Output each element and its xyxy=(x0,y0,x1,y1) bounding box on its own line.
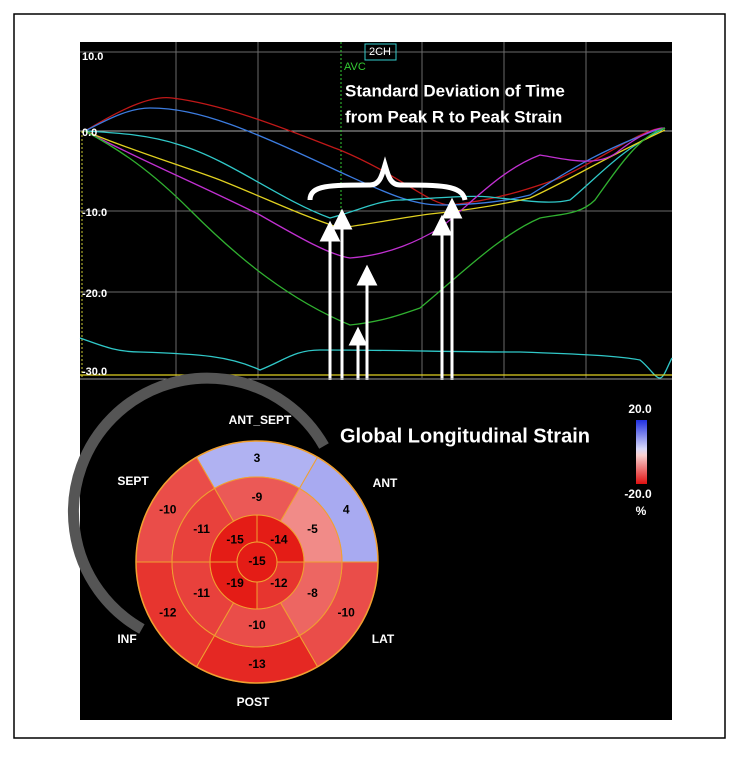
annotation: from Peak R to Peak Strain xyxy=(345,107,562,126)
outline xyxy=(135,440,379,684)
segment-value: -8 xyxy=(307,586,318,600)
brace xyxy=(307,156,468,201)
segment-value: -12 xyxy=(159,606,177,620)
y-label: 10.0 xyxy=(82,51,103,63)
arrows xyxy=(319,197,463,380)
segment-value: -12 xyxy=(270,576,288,590)
apex-value: -15 xyxy=(248,554,266,568)
y-label: 0.0 xyxy=(82,127,97,139)
wall-arc xyxy=(67,372,329,634)
annotation: Standard Deviation of Time xyxy=(345,81,565,100)
y-label: -20.0 xyxy=(82,288,107,300)
bullseye-title: Global Longitudinal Strain xyxy=(340,425,590,447)
scale-unit: % xyxy=(636,504,647,518)
wall-labels: ANT_SEPT ANT LAT POST INF SEPT xyxy=(117,413,398,709)
segment-value: -14 xyxy=(270,532,288,546)
segment-value: -15 xyxy=(226,532,244,546)
segment-value: -5 xyxy=(307,522,318,536)
segment-value: -11 xyxy=(193,586,210,600)
segment-value: -10 xyxy=(159,503,177,517)
wall-label: INF xyxy=(117,632,136,646)
segment-value: -19 xyxy=(226,576,244,590)
y-label: -30.0 xyxy=(82,366,107,378)
segment-value: 4 xyxy=(343,503,350,517)
bullseye: 3 4 -10 -13 -12 -10 -9 -5 -8 -10 -11 -11 -14 -12 -19 -1… xyxy=(135,440,379,684)
segment-value: -11 xyxy=(193,522,210,536)
apex xyxy=(236,541,278,583)
colorbar xyxy=(636,420,647,484)
segment-value: -10 xyxy=(338,606,356,620)
scale-min: -20.0 xyxy=(624,487,652,501)
segment-value: 3 xyxy=(254,451,261,465)
segment-value: -13 xyxy=(248,657,266,671)
wall-label: ANT_SEPT xyxy=(229,413,292,427)
segment-value: -9 xyxy=(252,490,263,504)
view-box xyxy=(364,43,397,61)
wall-label: POST xyxy=(237,695,270,709)
wall-label: LAT xyxy=(372,632,395,646)
y-label: -10.0 xyxy=(82,207,107,219)
view-label: 2CH xyxy=(369,46,391,58)
strain-curves xyxy=(79,96,673,379)
y-labels: 10.0 0.0 -10.0 -20.0 -30.0 xyxy=(82,51,107,378)
wall-label: SEPT xyxy=(117,474,149,488)
scale-max: 20.0 xyxy=(628,402,652,416)
colorbar-labels: 20.0 -20.0 % xyxy=(624,402,652,518)
avc-label: AVC xyxy=(344,61,366,73)
segment-value: -10 xyxy=(248,618,266,632)
grid xyxy=(80,42,672,378)
wall-label: ANT xyxy=(373,476,398,490)
